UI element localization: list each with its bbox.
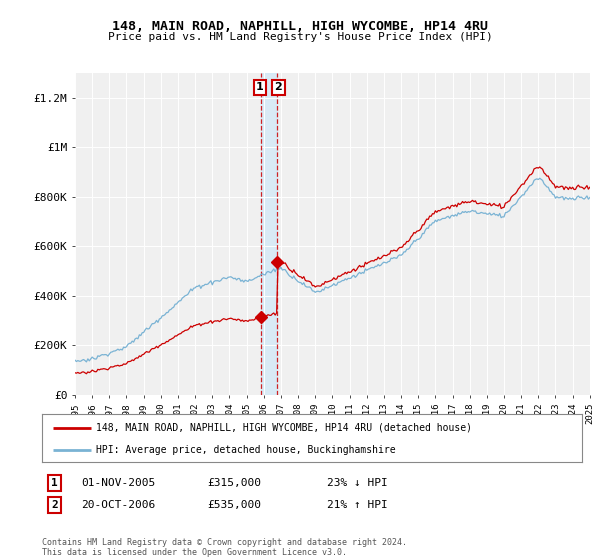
Text: £315,000: £315,000 — [207, 478, 261, 488]
Text: 2: 2 — [51, 500, 58, 510]
Text: Price paid vs. HM Land Registry's House Price Index (HPI): Price paid vs. HM Land Registry's House … — [107, 32, 493, 43]
Text: 2: 2 — [274, 82, 282, 92]
Text: 21% ↑ HPI: 21% ↑ HPI — [327, 500, 388, 510]
Text: £535,000: £535,000 — [207, 500, 261, 510]
Text: 01-NOV-2005: 01-NOV-2005 — [81, 478, 155, 488]
Text: HPI: Average price, detached house, Buckinghamshire: HPI: Average price, detached house, Buck… — [96, 445, 395, 455]
Text: 1: 1 — [256, 82, 264, 92]
Text: 23% ↓ HPI: 23% ↓ HPI — [327, 478, 388, 488]
Text: 148, MAIN ROAD, NAPHILL, HIGH WYCOMBE, HP14 4RU: 148, MAIN ROAD, NAPHILL, HIGH WYCOMBE, H… — [112, 20, 488, 32]
Text: 20-OCT-2006: 20-OCT-2006 — [81, 500, 155, 510]
Text: 1: 1 — [51, 478, 58, 488]
Text: 148, MAIN ROAD, NAPHILL, HIGH WYCOMBE, HP14 4RU (detached house): 148, MAIN ROAD, NAPHILL, HIGH WYCOMBE, H… — [96, 423, 472, 433]
Bar — [261, 73, 277, 395]
Text: Contains HM Land Registry data © Crown copyright and database right 2024.
This d: Contains HM Land Registry data © Crown c… — [42, 538, 407, 557]
